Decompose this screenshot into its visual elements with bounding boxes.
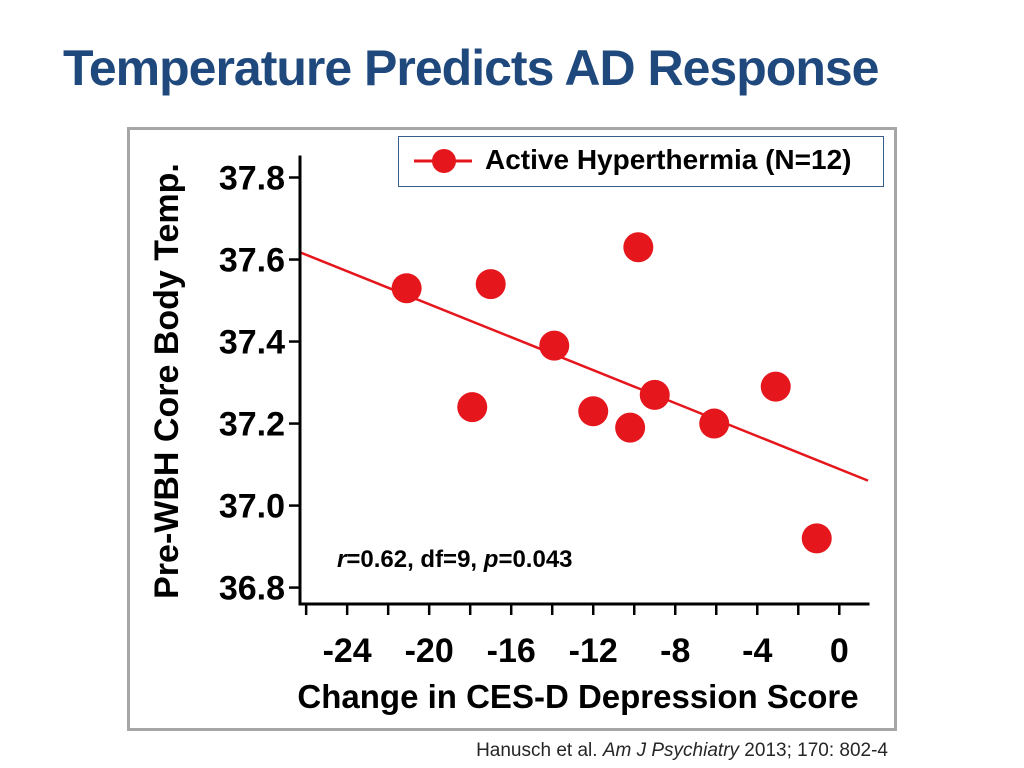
citation: Hanusch et al. Am J Psychiatry 2013; 170… [476,741,888,760]
y-tick-label: 37.0 [219,488,285,526]
data-point [391,273,422,304]
legend-marker [414,149,472,173]
chart-frame [127,127,897,731]
stat-p-symbol: p [483,546,499,573]
x-tick-label: -16 [487,632,536,670]
data-point [475,269,506,300]
y-tick-label: 37.4 [219,324,285,362]
legend: Active Hyperthermia (N=12) [398,136,884,187]
stat-p-text: =0.043 [498,546,572,573]
x-axis-label: Change in CES-D Depression Score [297,678,858,715]
x-tick-label: -24 [323,632,372,670]
stats-annotation: r=0.62, df=9, p=0.043 [337,546,573,573]
data-point [539,330,570,361]
x-tick-label: 0 [830,632,849,670]
slide-title: Temperature Predicts AD Response [63,40,879,96]
plot-marks [299,232,869,554]
y-axis-label: Pre-WBH Core Body Temp. [148,163,186,599]
y-tick-label: 36.8 [219,570,285,608]
data-point [699,408,730,439]
data-point [578,396,609,427]
trendline [299,251,869,482]
data-point [623,232,654,263]
x-tick-label: -4 [742,632,772,670]
citation-details: 2013; 170: 802-4 [739,740,888,761]
stat-r-df-text: =0.62, df=9, [346,546,483,573]
citation-authors: Hanusch et al. [476,740,603,761]
y-tick-label: 37.6 [219,242,285,280]
legend-dot [432,149,456,173]
data-point [760,371,791,402]
x-tick-label: -20 [405,632,454,670]
data-point [801,523,832,554]
axis-ticks: 36.8 37.0 37.2 37.4 37.6 37.8 -24 -20 -16 -12 -8 -4… [219,160,849,670]
data-point [639,379,670,410]
citation-journal: Am J Psychiatry [602,740,740,761]
legend-label: Active Hyperthermia (N=12) [485,144,852,175]
x-tick-label: -8 [660,632,690,670]
data-point [457,392,488,423]
x-tick-label: -12 [569,632,618,670]
stat-r-symbol: r [337,546,348,573]
y-tick-label: 37.8 [219,160,285,198]
data-point [615,412,646,443]
y-tick-label: 37.2 [219,406,285,444]
